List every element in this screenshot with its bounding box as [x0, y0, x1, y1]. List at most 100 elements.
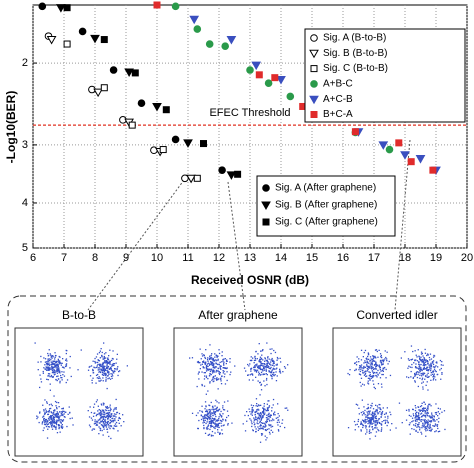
symbol-dot [62, 358, 64, 360]
symbol-dot [220, 380, 222, 382]
symbol-dot [364, 349, 367, 352]
symbol-dot [99, 427, 101, 429]
symbol-dot [44, 364, 46, 366]
symbol-dot [426, 354, 428, 357]
symbol-dot [106, 431, 109, 433]
symbol-dot [261, 368, 263, 371]
symbol-dot [263, 367, 265, 370]
symbol-dot [284, 407, 286, 409]
symbol-dot [428, 356, 431, 359]
symbol-dot [211, 420, 214, 422]
symbol-dot [252, 374, 254, 376]
symbol-dot [407, 367, 409, 369]
symbol-dot [39, 411, 41, 413]
symbol-dot [256, 410, 258, 413]
symbol-dot [58, 416, 61, 418]
symbol-dot [427, 422, 429, 424]
symbol-dot [369, 421, 371, 423]
symbol-dot [417, 406, 419, 408]
symbol-dot [427, 376, 430, 378]
symbol-dot [382, 367, 384, 369]
symbol-dot [46, 369, 49, 371]
symbol-dot [93, 428, 96, 430]
symbol-dot [43, 409, 45, 411]
symbol-dot [39, 412, 41, 414]
symbol-dot [430, 364, 433, 366]
symbol-dot [421, 416, 423, 418]
symbol-dot [65, 358, 68, 360]
symbol-dot [369, 379, 371, 381]
symbol-dot [108, 371, 110, 373]
inset-title: Converted idler [356, 308, 437, 322]
symbol-dot [260, 418, 262, 420]
symbol-dot [383, 413, 386, 415]
symbol-dot [106, 387, 108, 390]
symbol-dot [377, 413, 379, 415]
symbol-dot [426, 425, 428, 427]
symbol-dot [101, 424, 103, 427]
symbol-dot [96, 424, 99, 426]
symbol-dot [435, 411, 438, 414]
symbol-dot [118, 412, 121, 415]
symbol-dot [50, 407, 52, 410]
symbol-dot [427, 406, 429, 408]
symbol-dot [51, 424, 54, 426]
symbol-dot [414, 359, 416, 362]
symbol-dot [433, 355, 436, 357]
symbol-dot [97, 369, 99, 371]
symbol-dot [262, 428, 264, 430]
symbol-dot [59, 415, 61, 417]
symbol-dot [58, 361, 60, 363]
legend-label: B+C-A [323, 109, 353, 120]
symbol-dot [260, 419, 262, 421]
symbol-dot [209, 414, 211, 417]
symbol-dot [377, 364, 379, 367]
symbol-dot [259, 359, 261, 361]
symbol-dot [126, 365, 128, 367]
symbol-dot [284, 426, 286, 429]
symbol-dot [380, 354, 382, 357]
x-tick-label: 18 [399, 252, 411, 264]
symbol-dot [205, 410, 208, 412]
symbol-dot [213, 359, 216, 362]
symbol-dot [260, 361, 262, 363]
symbol-dot [103, 415, 105, 417]
symbol-dot [371, 368, 373, 370]
symbol-dot [48, 364, 51, 367]
symbol-dot [424, 418, 426, 421]
symbol-dot [218, 371, 220, 373]
symbol-dot [369, 364, 371, 366]
symbol-dot [220, 377, 222, 379]
symbol-dot [372, 375, 374, 377]
symbol-dot [49, 383, 51, 385]
symbol-dot [207, 417, 209, 419]
symbol-dot [416, 418, 418, 420]
legend-label: Sig. C (B-to-B) [323, 63, 388, 74]
symbol-dot [99, 419, 101, 421]
point [221, 42, 229, 51]
symbol-dot [211, 364, 213, 366]
symbol-dot [41, 423, 43, 425]
symbol-dot [63, 410, 65, 413]
symbol-dot [66, 425, 68, 428]
symbol-dot [61, 411, 63, 413]
symbol-dot [97, 373, 99, 376]
symbol-dot [202, 367, 204, 369]
symbol-dot [56, 416, 58, 418]
y-tick-label: 3 [22, 139, 28, 151]
symbol-dot [97, 419, 99, 421]
symbol-dot [213, 418, 215, 421]
symbol-dot [386, 360, 388, 362]
symbol-dot [217, 388, 219, 390]
symbol-dot [200, 364, 202, 366]
symbol-dot [69, 411, 71, 414]
symbol-dot [47, 411, 49, 413]
symbol-dot [102, 363, 104, 365]
symbol-dot [387, 363, 389, 365]
symbol-dot [61, 427, 63, 429]
symbol-dot [215, 359, 217, 361]
symbol-dot [267, 365, 269, 367]
symbol-dot [48, 359, 51, 362]
symbol-dot [112, 375, 114, 377]
symbol-dot [264, 363, 266, 366]
